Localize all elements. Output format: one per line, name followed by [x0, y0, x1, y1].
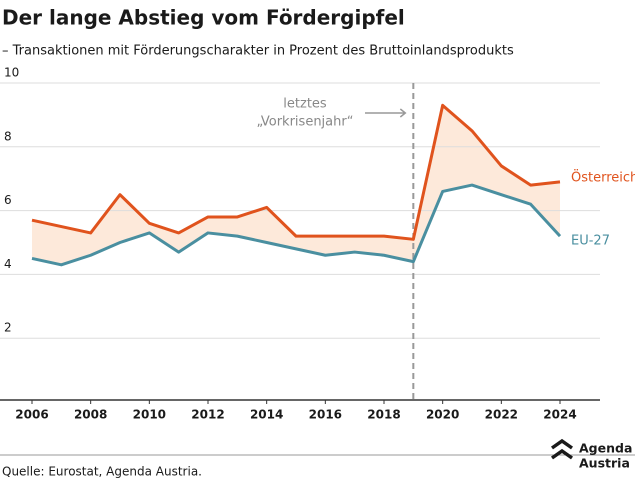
source: Quelle: Eurostat, Agenda Austria. [2, 465, 202, 479]
y-tick-label: 8 [4, 129, 12, 143]
x-tick-label: 2022 [485, 408, 518, 422]
x-tick-label: 2018 [367, 408, 400, 422]
x-tick-label: 2024 [543, 408, 576, 422]
chart-subtitle: – Transaktionen mit Förderungscharakter … [2, 44, 514, 59]
annotation-arrow [365, 108, 407, 118]
y-tick-label: 2 [4, 321, 12, 335]
x-tick-label: 2016 [309, 408, 342, 422]
logo-icon [550, 438, 574, 460]
y-tick-label: 4 [4, 257, 12, 271]
x-tick-label: 2020 [426, 408, 459, 422]
logo-text: Agenda [579, 441, 632, 456]
y-tick-label: 10 [4, 66, 19, 80]
x-tick-label: 2008 [74, 408, 107, 422]
series-line [31, 103, 561, 241]
annotation: „Vorkrisenjahr“ [257, 115, 354, 130]
series-label: Österreich [571, 168, 635, 185]
annotation: letztes [283, 97, 327, 112]
series-line [31, 183, 562, 267]
x-tick-label: 2006 [15, 408, 48, 422]
series-label: EU-27 [571, 234, 610, 249]
chart-title: Der lange Abstieg vom Fördergipfel [2, 6, 405, 30]
y-tick-label: 6 [4, 193, 12, 207]
x-tick-label: 2014 [250, 408, 283, 422]
x-tick-label: 2012 [191, 408, 224, 422]
logo-text: Austria [579, 456, 630, 471]
x-tick-label: 2010 [133, 408, 166, 422]
